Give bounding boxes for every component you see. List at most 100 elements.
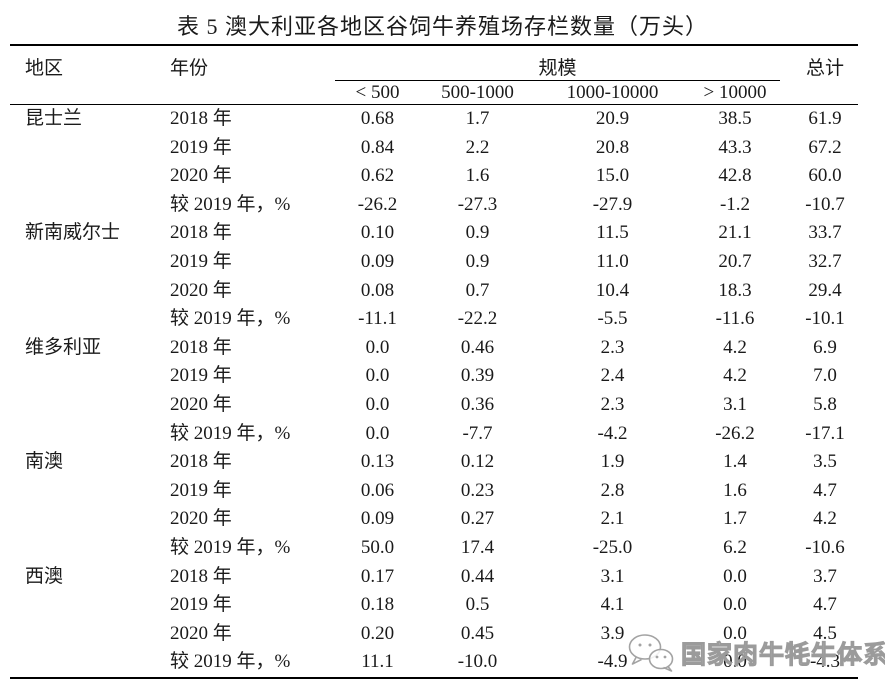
value-cell: 3.1 [600, 565, 625, 587]
region-cell [10, 620, 160, 649]
value-cell: 0.09 [360, 250, 395, 272]
total-cell: 4.7 [813, 479, 837, 501]
table-row: 2020 年 0.09 0.27 2.1 1.7 4.2 [10, 505, 858, 534]
region-cell [10, 305, 160, 334]
value-cell: -7.7 [462, 422, 493, 444]
table-row: 2019 年 0.0 0.39 2.4 4.2 7.0 [10, 362, 858, 391]
header-total: 总计 [780, 45, 859, 105]
value-cell: 4.2 [723, 365, 747, 387]
value-cell: 0.45 [460, 622, 495, 644]
value-cell: 3.9 [600, 622, 625, 644]
table-row: 2020 年 0.20 0.45 3.9 0.0 4.5 [10, 620, 858, 649]
value-cell: 0.17 [360, 565, 395, 587]
year-cell: 2018 年 [170, 451, 232, 473]
total-cell: 4.7 [813, 594, 837, 616]
table-row: 新南威尔士 2018 年 0.10 0.9 11.5 21.1 33.7 [10, 219, 858, 248]
table-row: 较 2019 年，% -26.2 -27.3 -27.9 -1.2 -10.7 [10, 191, 858, 220]
value-cell: 21.1 [718, 222, 752, 244]
value-cell: 6.2 [723, 536, 747, 558]
region-cell: 新南威尔士 [25, 222, 121, 244]
header-scale-group: 规模 [335, 45, 781, 81]
value-cell: 0.0 [365, 422, 390, 444]
value-cell: 0.06 [360, 479, 395, 501]
feedlot-inventory-table: 地区 年份 规模 总计 < 500 500-1000 1000-10000 > 100… [10, 44, 859, 679]
year-cell: 2018 年 [170, 108, 232, 129]
value-cell: 10.4 [595, 279, 630, 301]
value-cell: 0.36 [460, 393, 495, 415]
year-cell: 2018 年 [170, 222, 232, 244]
year-cell: 2019 年 [170, 365, 232, 387]
region-cell: 南澳 [25, 451, 64, 473]
region-cell: 维多利亚 [25, 336, 102, 358]
value-cell: 0.13 [360, 451, 395, 473]
table-row: 昆士兰 2018 年 0.68 1.7 20.9 38.5 61.9 [10, 105, 858, 134]
value-cell: 2.8 [600, 479, 625, 501]
header-scale-col-0: < 500 [335, 80, 420, 105]
region-cell [10, 591, 160, 620]
value-cell: 0.18 [360, 594, 395, 616]
value-cell: -1.2 [719, 193, 751, 215]
total-cell: -4.3 [809, 651, 841, 673]
year-cell: 2020 年 [170, 279, 232, 301]
table-row: 2019 年 0.09 0.9 11.0 20.7 32.7 [10, 248, 858, 277]
year-cell: 较 2019 年，% [170, 536, 291, 558]
total-cell: -10.1 [805, 308, 845, 330]
value-cell: 3.1 [723, 393, 747, 415]
region-cell [10, 277, 160, 306]
value-cell: 20.9 [595, 108, 630, 129]
value-cell: 0.9 [465, 222, 490, 244]
region-cell [10, 505, 160, 534]
region-cell [10, 391, 160, 420]
region-cell [10, 477, 160, 506]
value-cell: 1.7 [723, 508, 747, 530]
total-cell: 33.7 [808, 222, 842, 244]
value-cell: 2.1 [600, 508, 625, 530]
value-cell: 0.10 [360, 222, 395, 244]
table-row: 2020 年 0.08 0.7 10.4 18.3 29.4 [10, 277, 858, 306]
table-row: 较 2019 年，% 11.1 -10.0 -4.9 0.0 -4.3 [10, 648, 858, 678]
year-cell: 较 2019 年，% [170, 651, 291, 673]
value-cell: 11.5 [596, 222, 629, 244]
value-cell: 0.68 [360, 108, 395, 129]
year-cell: 2019 年 [170, 479, 232, 501]
table-row: 较 2019 年，% -11.1 -22.2 -5.5 -11.6 -10.1 [10, 305, 858, 334]
table-row: 2020 年 0.62 1.6 15.0 42.8 60.0 [10, 162, 858, 191]
year-cell: 2018 年 [170, 336, 232, 358]
value-cell: -27.9 [592, 193, 633, 215]
header-row-1: 地区 年份 规模 总计 [10, 45, 859, 105]
region-cell: 西澳 [25, 565, 64, 587]
value-cell: 0.46 [460, 336, 495, 358]
table-row: 西澳 2018 年 0.17 0.44 3.1 0.0 3.7 [10, 563, 858, 592]
year-cell: 较 2019 年，% [170, 308, 291, 330]
region-cell [10, 648, 160, 678]
value-cell: 0.27 [460, 508, 495, 530]
value-cell: -25.0 [592, 536, 633, 558]
total-cell: -10.7 [805, 193, 845, 215]
value-cell: 11.1 [361, 651, 394, 673]
value-cell: -4.9 [597, 651, 628, 673]
region-cell [10, 162, 160, 191]
value-cell: 0.20 [360, 622, 395, 644]
value-cell: 1.6 [465, 165, 490, 187]
year-cell: 2018 年 [170, 565, 232, 587]
value-cell: 0.0 [723, 594, 747, 616]
value-cell: 0.39 [460, 365, 495, 387]
value-cell: -22.2 [457, 308, 498, 330]
value-cell: 4.2 [723, 336, 747, 358]
value-cell: -11.1 [358, 308, 397, 330]
table-row: 2019 年 0.18 0.5 4.1 0.0 4.7 [10, 591, 858, 620]
total-cell: 29.4 [808, 279, 842, 301]
table-row: 2019 年 0.06 0.23 2.8 1.6 4.7 [10, 477, 858, 506]
value-cell: 0.0 [723, 565, 747, 587]
value-cell: 0.0 [365, 393, 390, 415]
value-cell: 1.4 [723, 451, 747, 473]
year-cell: 2020 年 [170, 508, 232, 530]
region-cell [10, 134, 160, 163]
year-cell: 2019 年 [170, 136, 232, 158]
value-cell: -27.3 [457, 193, 498, 215]
table-body: 昆士兰 2018 年 0.68 1.7 20.9 38.5 61.9 2019 年 0.84 2.… [10, 105, 858, 678]
value-cell: 1.6 [723, 479, 747, 501]
value-cell: -26.2 [357, 193, 398, 215]
table-row: 维多利亚 2018 年 0.0 0.46 2.3 4.2 6.9 [10, 334, 858, 363]
